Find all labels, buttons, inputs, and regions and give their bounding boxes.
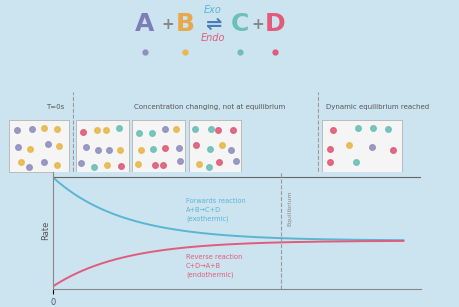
- Text: Endo: Endo: [200, 33, 225, 43]
- Text: C+D→A+B: C+D→A+B: [186, 263, 221, 269]
- Y-axis label: Rate: Rate: [41, 220, 50, 240]
- Text: (endothermic): (endothermic): [186, 271, 233, 278]
- Text: Reverse reaction: Reverse reaction: [186, 254, 242, 260]
- Text: Dynamic equilibrium reached: Dynamic equilibrium reached: [326, 104, 429, 111]
- Text: A: A: [135, 12, 154, 36]
- Text: +: +: [251, 17, 264, 32]
- Text: +: +: [161, 17, 174, 32]
- Text: (exothermic): (exothermic): [186, 216, 228, 222]
- Text: D: D: [264, 12, 285, 36]
- Text: Concentration changing, not at equilibrium: Concentration changing, not at equilibri…: [134, 104, 285, 111]
- Text: Exo: Exo: [204, 5, 221, 15]
- Text: A+B→C+D: A+B→C+D: [186, 207, 221, 213]
- Text: B: B: [175, 12, 194, 36]
- Text: ⇌: ⇌: [204, 14, 221, 33]
- Text: C: C: [230, 12, 249, 36]
- Text: Forwards reaction: Forwards reaction: [186, 198, 245, 204]
- Text: T=0s: T=0s: [46, 104, 64, 111]
- Text: Equilibrium: Equilibrium: [287, 190, 292, 226]
